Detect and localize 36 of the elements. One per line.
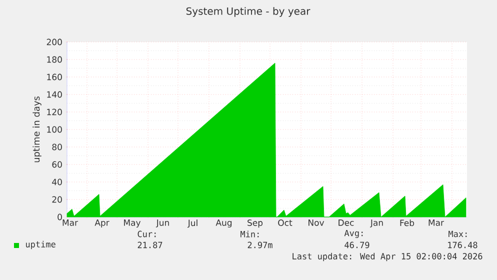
text: Last update: Wed Apr 15 02:00:04 2026 — [292, 252, 482, 262]
text: Max: — [448, 230, 467, 238]
x-tick-label: Sep — [248, 220, 263, 228]
y-tick-label: 0 — [58, 214, 62, 220]
text: Avg: — [344, 230, 363, 238]
chart-title: System Uptime - by year — [186, 7, 310, 17]
y-axis-title: uptime in days — [32, 96, 42, 162]
y-tick-label: 40 — [52, 178, 62, 186]
legend-label: uptime — [26, 240, 56, 250]
y-tick-label: 200 — [46, 38, 62, 46]
text: 2.97m — [248, 242, 272, 248]
x-tick-label: Jan — [370, 220, 383, 228]
x-tick-label: Apr — [94, 220, 110, 228]
x-tick-label: Feb — [400, 220, 414, 226]
y-tick-label: 140 — [47, 91, 62, 98]
text: Min: — [240, 230, 259, 238]
y-tick-label: 180 — [47, 56, 62, 63]
x-tick-label: Nov — [308, 220, 324, 226]
y-tick-label: 20 — [52, 196, 62, 203]
x-tick-label: Aug — [216, 220, 232, 228]
x-tick-label: Jun — [156, 220, 169, 228]
x-tick-label: Mar — [428, 220, 444, 226]
y-tick-label: 60 — [52, 161, 62, 168]
y-tick-label: 100 — [47, 126, 62, 133]
text: 46.79 — [344, 242, 370, 248]
x-tick-label: Oct — [278, 220, 292, 226]
y-tick-label: 120 — [47, 108, 62, 116]
x-tick-label: Jul — [187, 220, 198, 228]
y-tick-label: 160 — [47, 74, 62, 80]
x-tick-label: Mar — [62, 220, 78, 226]
text: 176.48 — [448, 242, 478, 248]
x-tick-label: Dec — [338, 220, 354, 226]
y-tick-label: 80 — [52, 144, 62, 150]
text: Cur: — [138, 230, 156, 238]
text: 21.87 — [138, 242, 162, 248]
x-tick-label: May — [124, 220, 141, 228]
